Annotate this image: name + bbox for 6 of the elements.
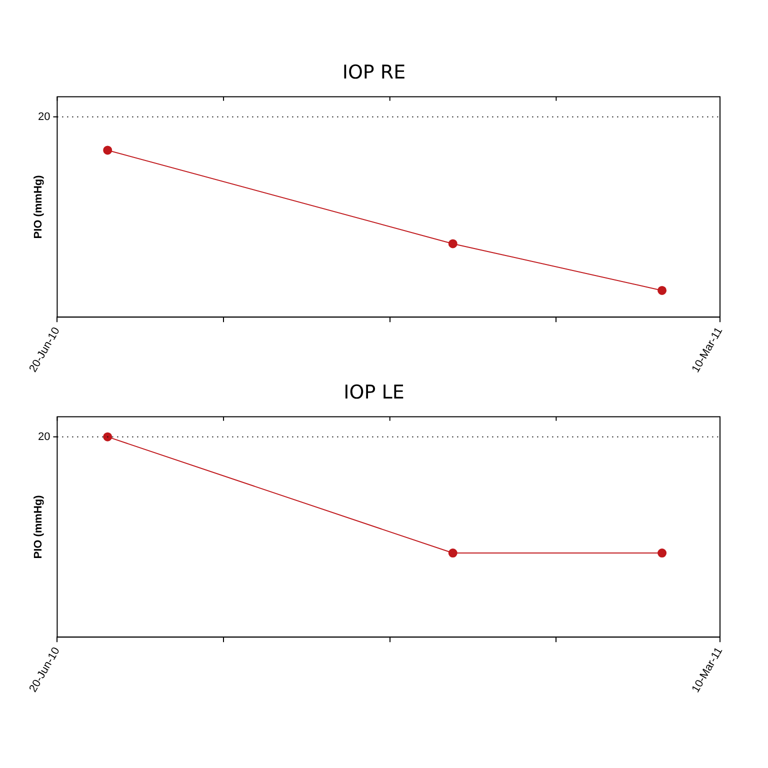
text: 20 xyxy=(38,110,50,123)
y-axis-title: PIO (mmHg) xyxy=(32,494,45,559)
text: 20 xyxy=(38,430,50,443)
chart-title: IOP RE xyxy=(342,61,406,84)
chart-title: IOP LE xyxy=(344,381,404,404)
y-axis-title: PIO (mmHg) xyxy=(32,174,45,239)
